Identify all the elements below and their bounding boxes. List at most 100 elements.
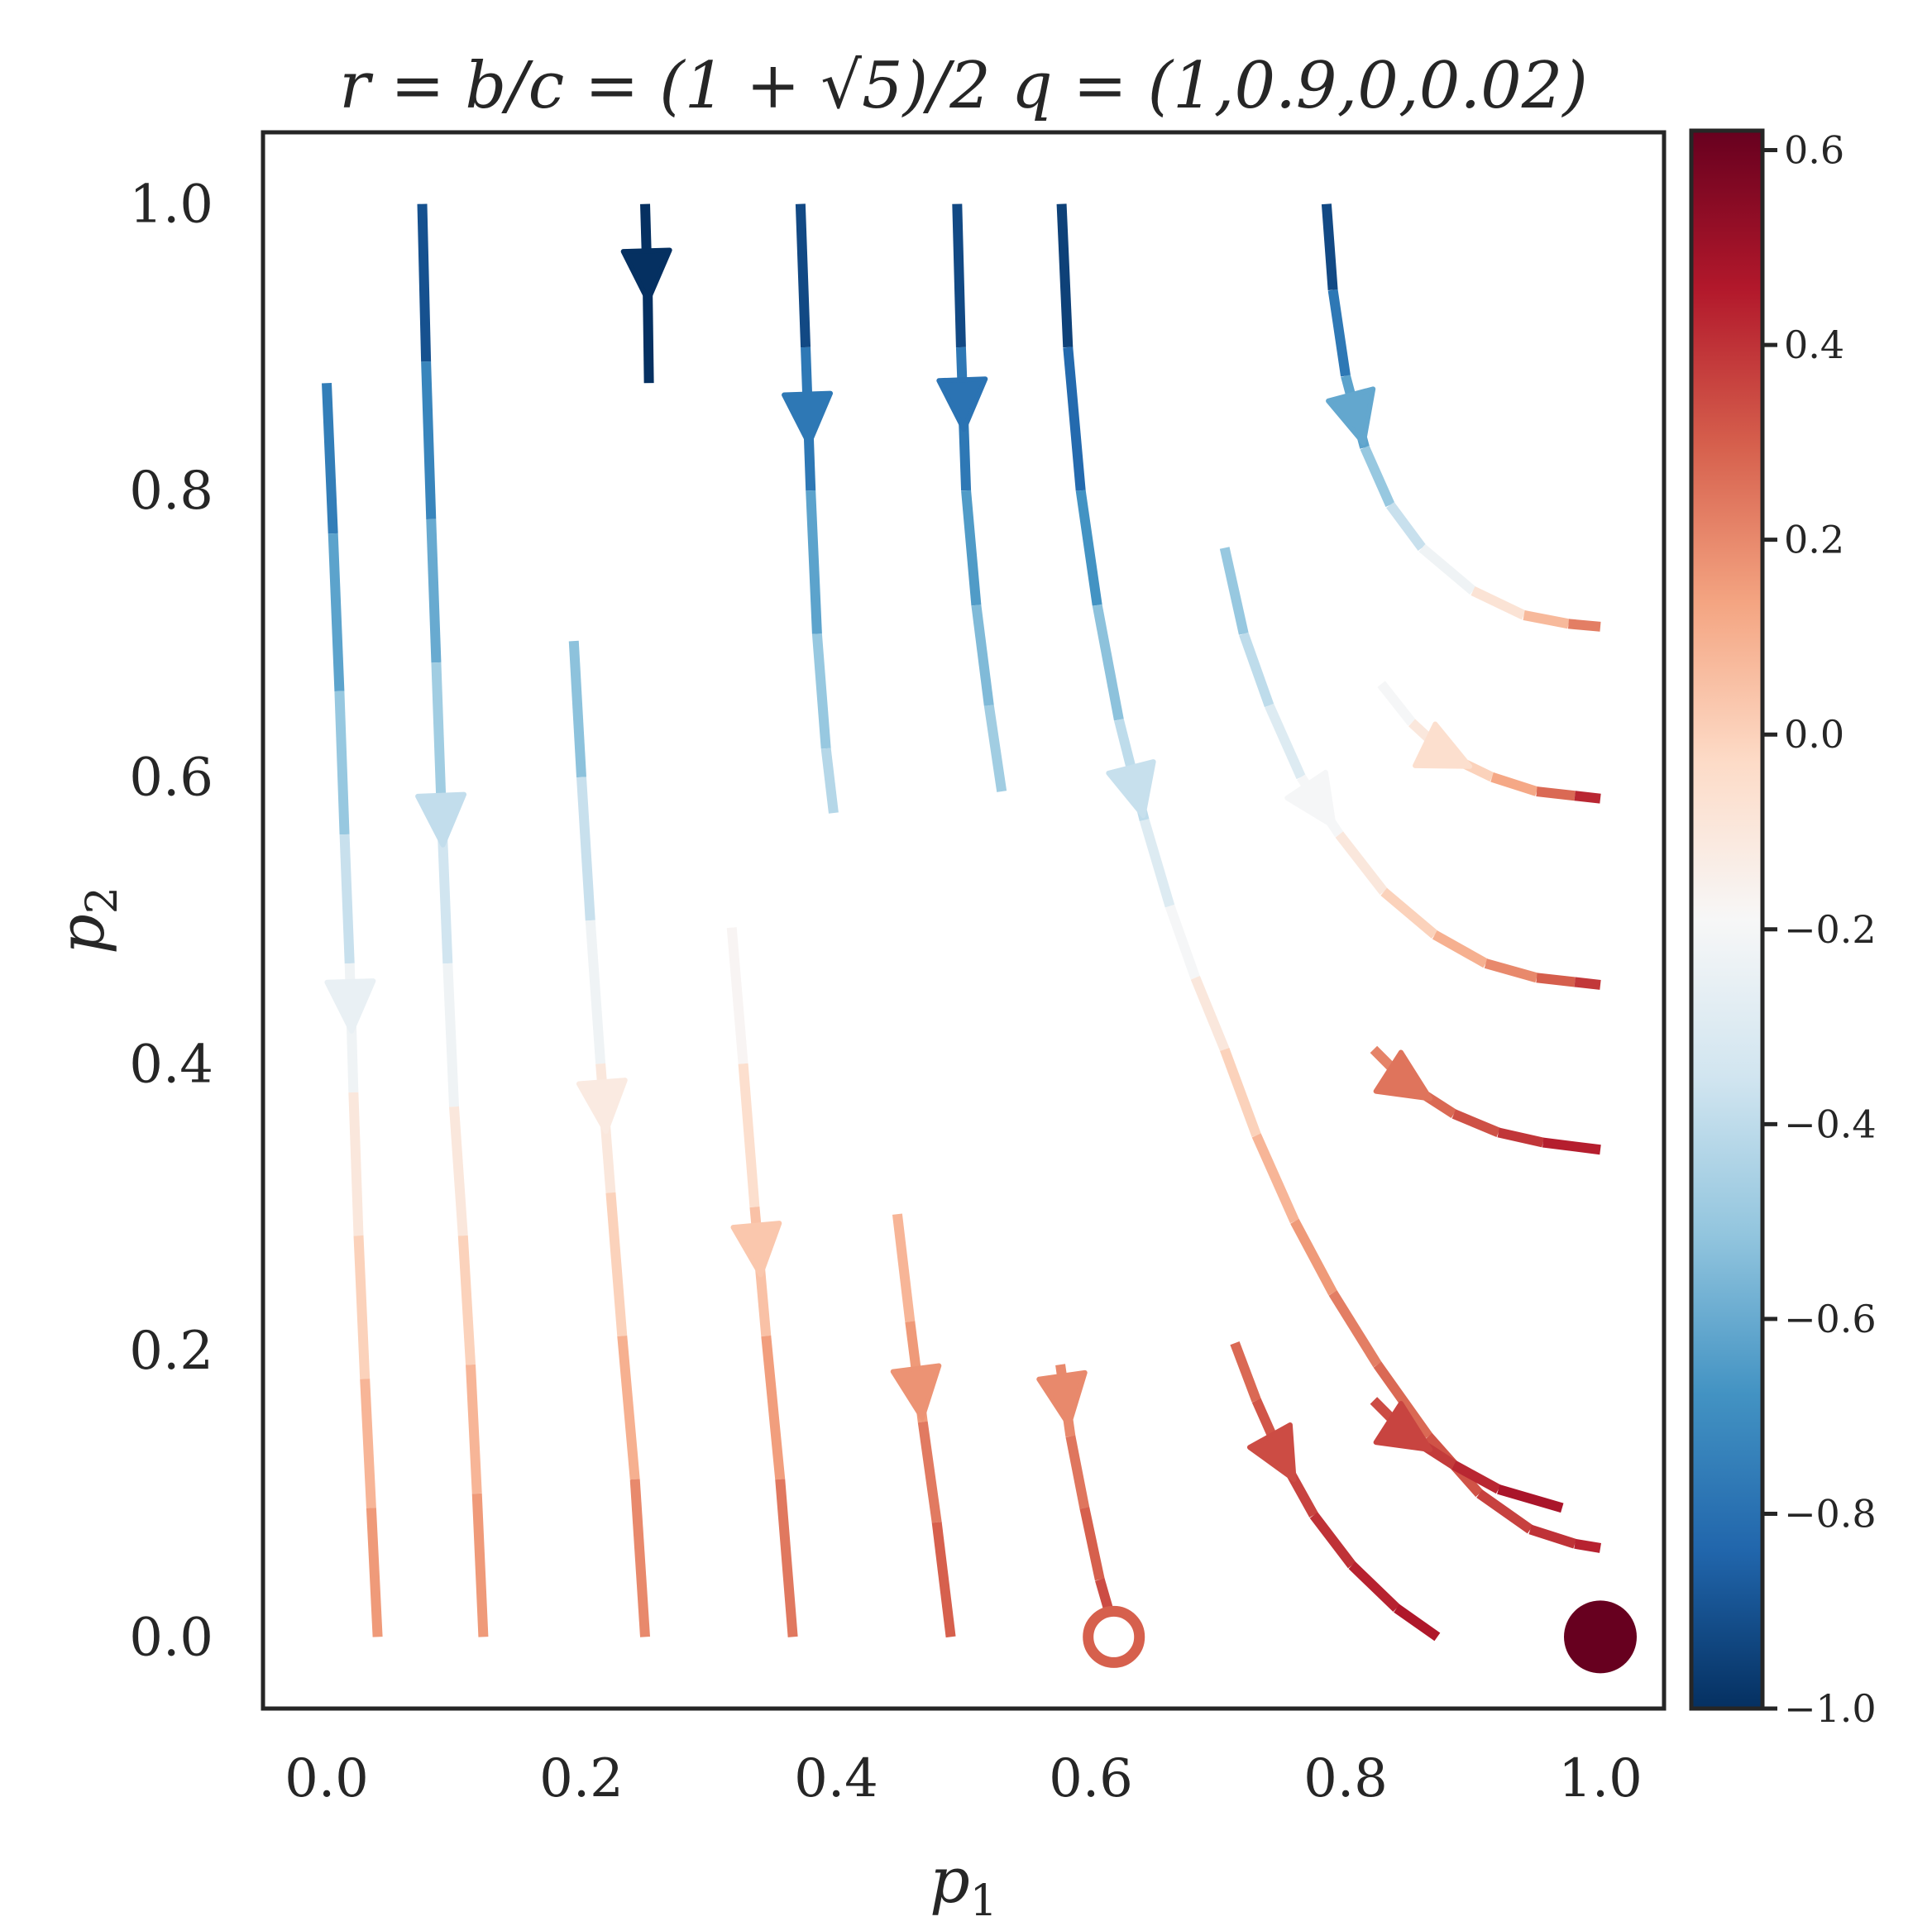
streamline [568,640,650,1637]
streamline [782,203,839,814]
streamline-segment [1490,772,1538,796]
streamline-arrow [890,1363,942,1421]
streamline-segment [971,605,994,706]
streamline-segment [1065,1435,1090,1509]
streamline-segment [1418,543,1476,595]
streamline [1321,203,1601,632]
streamline-segment [1380,887,1438,939]
streamline-segment [1079,1507,1105,1581]
streamlines-layer [322,203,1601,1642]
streamline-segment [1574,791,1601,804]
streamline-segment [442,963,459,1107]
streamline-segment [334,691,350,835]
streamline-segment [629,1479,650,1637]
y-tick-label: 0.6 [129,748,213,809]
x-axis-label: p1 [930,1843,997,1926]
streamline-segment [1484,958,1538,983]
streamline-segment [1567,619,1601,632]
colorbar-tick-label: −0.4 [1784,1102,1877,1146]
streamline [726,927,798,1637]
streamline [1230,1341,1441,1642]
streamline-arrow [1106,759,1156,819]
streamline-segment [1309,1512,1356,1569]
streamline [936,203,1007,792]
streamline-segment [1056,203,1074,348]
streamline-segment [892,1213,916,1322]
streamline-segment [917,1421,942,1523]
x-tick-label: 0.8 [1303,1748,1388,1809]
streamline-segment [466,1364,482,1494]
streamline [1219,547,1601,990]
streamline-arrow [1284,769,1337,829]
streamline-segment [1536,786,1576,801]
streamline-arrow [415,791,467,848]
streamline [1370,1045,1601,1155]
colorbar-tick-label: 0.6 [1784,128,1844,173]
streamline-arrow [324,978,376,1034]
fixed-points-layer [1083,1600,1637,1674]
streamline-segment [931,1522,956,1638]
streamline-segment [322,382,338,534]
chart-title: r = b/c = (1 + √5)/2 q = (1,0.9,0,0.02) [339,49,1588,123]
streamline-segment [1394,1604,1441,1642]
x-axis-ticks: 0.0 0.2 0.4 0.6 0.8 1.0 [285,1748,1643,1809]
streamline-segment [1523,610,1570,629]
streamline-segment [1574,977,1601,990]
streamline-segment [820,748,839,814]
streamline-segment [426,519,442,663]
y-axis-ticks: 0.0 0.2 0.4 0.6 0.8 1.0 [129,174,213,1669]
streamline-segment [1348,1561,1400,1613]
streamline-segment [576,777,595,921]
streamline-segment [1471,586,1527,620]
y-tick-label: 0.2 [129,1321,213,1382]
streamline-segment [1497,1484,1564,1513]
streamline-segment [1432,930,1489,968]
streamline-segment [1451,1109,1501,1137]
streamline-segment [1497,1127,1545,1148]
streamline [322,382,383,1637]
streamline-segment [1220,1047,1261,1137]
y-tick-label: 1.0 [129,174,213,236]
streamline [1370,1397,1564,1513]
colorbar-tick-label: 0.2 [1784,518,1844,562]
colorbar-tick-label: −0.6 [1784,1297,1877,1341]
x-axis-label-subscript: 1 [970,1876,997,1926]
x-tick-label: 1.0 [1558,1748,1643,1809]
y-axis-label-subscript: 2 [78,887,127,914]
streamline-arrow [1326,386,1376,446]
streamline-segment [1190,976,1230,1052]
streamline [890,1213,956,1638]
colorbar-ticks: −1.0 −0.8 −0.6 −0.4 −0.2 0.0 0.2 0.4 0.6 [1762,128,1877,1731]
y-tick-label: 0.4 [129,1034,213,1095]
streamline-segment [1265,703,1306,780]
streamline-segment [1239,632,1274,708]
streamline-segment [1360,445,1395,507]
streamline [1377,681,1601,804]
y-tick-label: 0.0 [129,1607,213,1668]
streamline-segment [1327,289,1351,377]
x-tick-label: 0.4 [794,1748,878,1809]
streamline-segment [457,1235,476,1365]
streamline-segment [1328,1290,1382,1368]
streamline-arrow [1413,721,1473,769]
plot-frame [261,130,1667,1711]
streamline-segment [795,203,811,348]
streamline-segment [643,289,654,384]
colorbar-tick-label: 0.4 [1784,323,1844,367]
y-tick-label: 0.8 [129,461,213,522]
streamline-segment [1219,547,1249,635]
streamline-segment [1377,681,1416,726]
stable-fixed-point [1564,1600,1637,1674]
streamline-arrow [576,1078,628,1135]
streamline-segment [983,705,1007,792]
streamline [415,203,489,1637]
streamline-segment [1386,501,1427,552]
y-axis-label-main: p [45,914,118,954]
streamline-segment [417,203,432,362]
streamline-segment [811,633,831,749]
streamline-segment [348,1092,364,1236]
streamline-arrow [1373,1401,1433,1453]
x-tick-label: 0.0 [285,1748,369,1809]
streamline-segment [617,1335,640,1480]
colorbar-tick-label: −0.2 [1784,907,1877,952]
